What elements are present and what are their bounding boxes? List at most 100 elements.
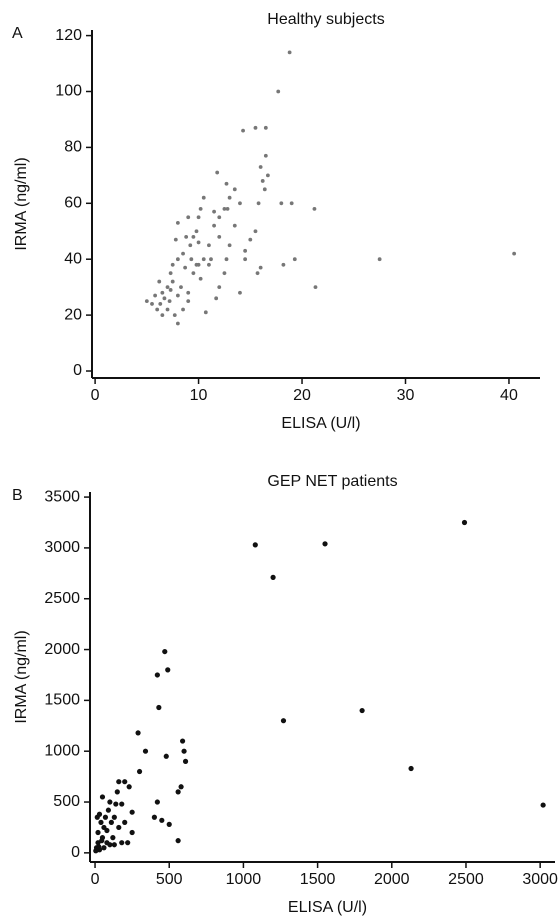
y-tick-label: 3000 [44, 539, 80, 556]
y-tick-label: 20 [64, 306, 82, 323]
y-tick-label: 2000 [44, 641, 80, 658]
point [232, 187, 237, 192]
point [279, 201, 284, 206]
chart-title: Healthy subjects [267, 11, 384, 28]
point [129, 809, 135, 815]
point [377, 257, 382, 262]
point [188, 243, 193, 248]
point [186, 290, 191, 295]
point [253, 125, 258, 130]
point [162, 296, 167, 301]
point [222, 271, 227, 276]
point [181, 307, 185, 312]
point [173, 237, 178, 242]
point [116, 824, 122, 831]
point [167, 299, 172, 304]
x-tick-label: 1500 [300, 871, 336, 888]
point [175, 257, 180, 262]
point [265, 173, 270, 178]
y-tick-label: 0 [71, 844, 80, 861]
point [408, 765, 414, 772]
point [172, 313, 177, 318]
point [196, 215, 201, 220]
point [270, 574, 276, 580]
y-tick-label: 100 [55, 83, 82, 100]
point [209, 257, 213, 262]
point [194, 262, 199, 267]
point [154, 799, 160, 805]
point [217, 215, 222, 220]
point [162, 648, 168, 655]
point [243, 257, 248, 262]
point [158, 302, 163, 306]
point [214, 296, 219, 301]
point [101, 845, 107, 851]
point [155, 307, 160, 312]
point [189, 257, 194, 262]
point [110, 835, 116, 841]
point [129, 829, 135, 836]
point [212, 209, 216, 214]
x-tick-label: 2000 [374, 871, 410, 888]
point [151, 814, 157, 820]
point [184, 234, 189, 239]
point [135, 730, 141, 736]
point [253, 229, 258, 234]
point [263, 153, 268, 158]
point [215, 170, 220, 175]
point [160, 313, 165, 318]
y-tick-label: 2500 [44, 590, 80, 607]
y-axis-label: IRMA (ng/ml) [13, 157, 30, 250]
point [255, 271, 260, 276]
point [175, 293, 180, 298]
point [157, 279, 162, 284]
point [181, 748, 187, 754]
point [144, 299, 149, 304]
x-tick-label: 0 [91, 387, 100, 404]
point [175, 321, 180, 326]
point [260, 179, 265, 183]
point [156, 704, 162, 711]
x-tick-label: 10 [190, 387, 208, 404]
point [168, 271, 173, 276]
point [540, 802, 546, 808]
point [280, 718, 287, 724]
point [114, 789, 120, 795]
point [175, 838, 181, 844]
point [95, 829, 101, 836]
point [107, 799, 113, 805]
point [160, 290, 165, 295]
point [105, 807, 111, 813]
y-tick-label: 40 [64, 250, 82, 267]
x-tick-label: 1000 [226, 871, 262, 888]
x-axis-label: ELISA (U/l) [288, 899, 367, 916]
point [224, 257, 229, 262]
y-tick-label: 60 [64, 195, 82, 212]
panel-label: A [12, 25, 23, 42]
y-tick-label: 120 [55, 27, 82, 44]
point [207, 262, 211, 267]
point [359, 707, 365, 714]
point [258, 165, 263, 169]
point [198, 206, 203, 211]
point [217, 285, 222, 290]
y-tick-label: 0 [73, 362, 82, 379]
point [232, 223, 237, 228]
x-axis-label: ELISA (U/l) [281, 415, 360, 432]
point [99, 838, 105, 844]
point [313, 285, 318, 290]
point [154, 672, 160, 678]
point [108, 819, 114, 825]
point [165, 667, 171, 673]
point [238, 290, 242, 295]
point [262, 187, 267, 192]
point [122, 779, 128, 785]
point [116, 779, 122, 785]
point [238, 201, 242, 206]
point [201, 257, 206, 262]
point [212, 223, 216, 228]
x-tick-label: 2500 [448, 871, 484, 888]
x-tick-label: 3000 [522, 871, 558, 888]
point [179, 738, 186, 744]
point [198, 276, 203, 281]
